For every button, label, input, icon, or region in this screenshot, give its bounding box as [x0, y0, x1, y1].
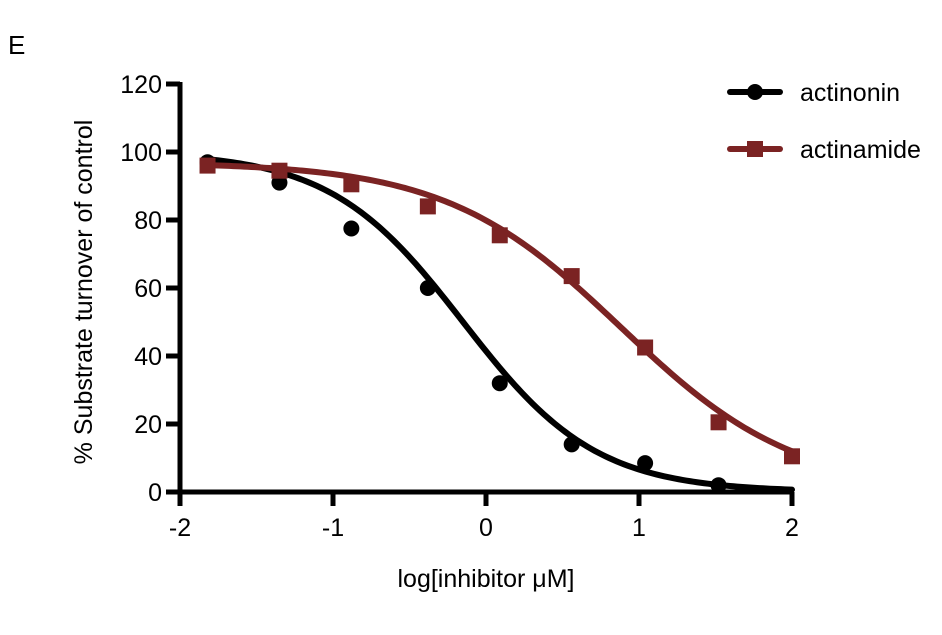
data-point-actinamide — [419, 198, 436, 215]
data-point-actinonin — [563, 436, 580, 453]
data-point-actinamide — [271, 162, 288, 179]
data-point-actinamide — [637, 339, 654, 356]
legend-marker-actinamide — [747, 141, 763, 157]
y-tick-label: 60 — [134, 275, 162, 303]
x-tick-label: -1 — [322, 514, 344, 542]
x-axis-title: log[inhibitor μM] — [398, 565, 575, 593]
data-point-actinonin — [710, 477, 727, 494]
x-tick-label: -2 — [169, 514, 191, 542]
y-tick-label: 100 — [120, 139, 162, 167]
y-tick-label: 80 — [134, 207, 162, 235]
x-tick-label: 0 — [479, 514, 493, 542]
data-point-actinonin — [343, 220, 360, 237]
fit-curve-actinamide — [204, 162, 795, 455]
data-point-actinamide — [710, 414, 727, 431]
legend: actinonin actinamide — [727, 79, 921, 164]
x-tick-label: 2 — [785, 514, 799, 542]
y-tick-label: 0 — [148, 479, 162, 507]
y-axis-title: % Substrate turnover of control — [70, 120, 98, 465]
axes: 0 20 40 60 80 100 120 -2 -1 0 1 2 — [120, 71, 799, 542]
y-tick-label: 20 — [134, 411, 162, 439]
x-tick-label: 1 — [632, 514, 646, 542]
data-point-actinamide — [199, 157, 216, 174]
legend-label-actinamide: actinamide — [800, 136, 921, 164]
legend-marker-actinonin — [747, 84, 763, 100]
data-points — [199, 154, 800, 494]
data-point-actinamide — [343, 176, 360, 193]
data-point-actinonin — [419, 280, 436, 296]
data-point-actinonin — [491, 375, 508, 392]
fit-curve-actinonin — [204, 156, 795, 493]
fit-curves — [204, 156, 795, 493]
legend-label-actinonin: actinonin — [800, 79, 900, 107]
y-tick-label: 120 — [120, 71, 162, 99]
data-point-actinamide — [491, 227, 508, 244]
data-point-actinamide — [563, 268, 580, 285]
y-tick-label: 40 — [134, 343, 162, 371]
data-point-actinonin — [637, 455, 654, 472]
panel-label: E — [8, 30, 26, 60]
data-point-actinamide — [784, 448, 800, 465]
